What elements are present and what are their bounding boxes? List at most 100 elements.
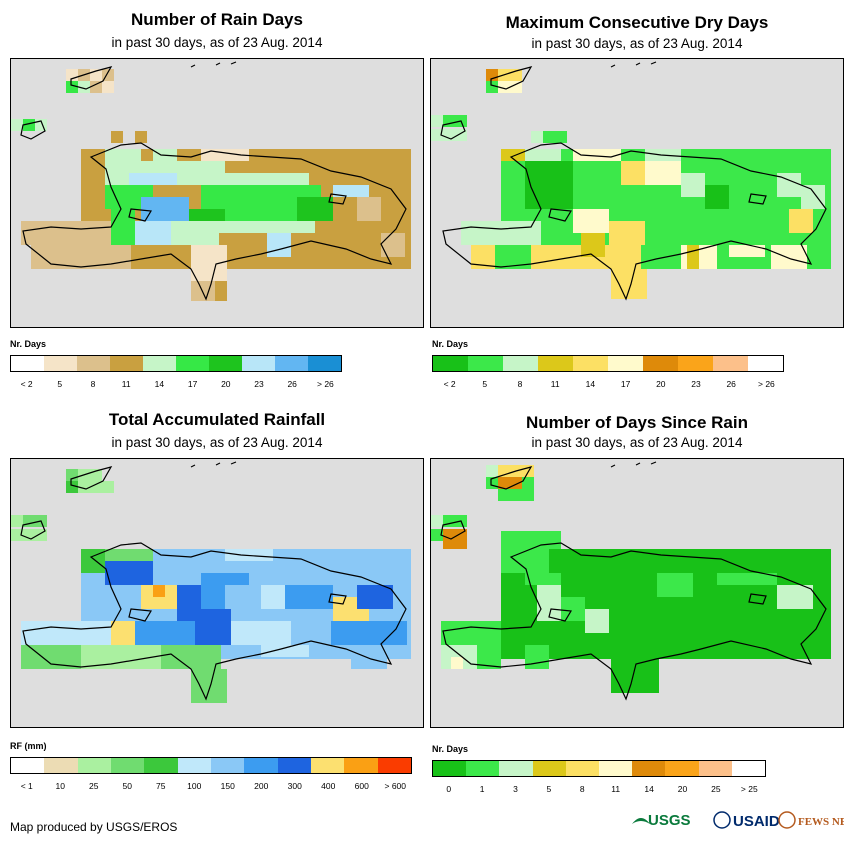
legend-swatch [209, 356, 242, 371]
legend-ticks: < 2 5 8 11 14 17 20 23 26 > 26 [432, 379, 784, 391]
legend-swatch [731, 761, 766, 776]
legend-tick-label: 23 [254, 379, 264, 389]
map-grid-rain-days [11, 61, 411, 301]
usgs-logo: USGS [632, 812, 691, 829]
panel-subtitle: in past 30 days, as of 23 Aug. 2014 [531, 435, 743, 450]
panel-title: Number of Rain Days [131, 10, 303, 29]
legend-swatch [11, 758, 45, 773]
legend-title: Nr. Days [432, 339, 469, 349]
panel-title: Number of Days Since Rain [525, 413, 748, 432]
legend-tick-label: 8 [90, 379, 96, 389]
legend-tick-label: 14 [585, 379, 596, 389]
panel-subtitle: in past 30 days, as of 23 Aug. 2014 [111, 435, 323, 450]
legend-swatch [503, 356, 538, 371]
legend-tick-label: 14 [644, 784, 654, 794]
legend-bar [432, 760, 766, 777]
legend-swatch [210, 758, 245, 773]
map-dry-days [430, 58, 844, 328]
legend-tick-label: > 25 [740, 784, 758, 794]
legend-swatch [344, 758, 378, 773]
legend-swatch [110, 758, 145, 773]
legend-bar [432, 355, 784, 372]
legend-swatch [565, 761, 600, 776]
map-grid-dry-days [431, 61, 831, 301]
legend-tick-label: 8 [579, 784, 585, 794]
legend-tick-label: 17 [620, 379, 631, 389]
legend-swatch [532, 761, 566, 776]
svg-text:FEWS NET: FEWS NET [798, 816, 844, 828]
legend-tick-label: 200 [254, 781, 269, 791]
map-rain-days [10, 58, 424, 328]
legend-tick-label: 20 [221, 379, 231, 389]
legend-swatch [713, 356, 748, 371]
agency-logos: USGS USAID FEWS NET [632, 811, 844, 830]
legend-tick-label: 10 [55, 781, 65, 791]
fews-net-logo: FEWS NET [778, 811, 844, 829]
legend-swatch [308, 356, 341, 371]
map-grid-days-since-rain [431, 461, 831, 701]
legend-swatch [433, 761, 467, 776]
legend-tick-label: 8 [517, 379, 523, 389]
legend-tick-label: < 2 [443, 379, 456, 389]
legend-tick-label: 11 [121, 379, 131, 389]
legend-tick-label: 0 [446, 784, 452, 794]
legend-tick-label: 23 [691, 379, 701, 389]
panel-title: Total Accumulated Rainfall [108, 410, 326, 429]
legend-bar [10, 757, 412, 774]
legend-swatch [678, 356, 713, 371]
legend-swatch [310, 758, 345, 773]
legend-tick-label: 11 [611, 784, 621, 794]
legend-tick-label: 50 [122, 781, 132, 791]
svg-text:USGS: USGS [648, 812, 691, 829]
legend-tick-label: > 26 [758, 379, 775, 389]
legend-tick-label: 1 [479, 784, 485, 794]
legend-title: RF (mm) [10, 741, 47, 751]
legend-tick-label: > 600 [384, 781, 407, 791]
legend-tick-label: 11 [550, 379, 560, 389]
legend-tick-label: 26 [287, 379, 297, 389]
legend-swatch [176, 356, 209, 371]
legend-tick-label: 5 [546, 784, 552, 794]
legend-swatch [643, 356, 678, 371]
legend-ticks: < 2 5 8 11 14 17 20 23 26 > 26 [10, 379, 342, 391]
legend-tick-label: 100 [187, 781, 202, 791]
legend-swatch [632, 761, 666, 776]
legend-swatch [44, 356, 77, 371]
legend-ticks: 0 1 3 5 8 11 14 20 25 > 25 [432, 784, 766, 796]
legend-swatch [599, 761, 633, 776]
legend-tick-label: 14 [154, 379, 165, 389]
legend-swatch [143, 356, 176, 371]
legend-swatch [77, 356, 110, 371]
legend-swatch [144, 758, 178, 773]
legend-tick-label: < 2 [20, 379, 33, 389]
legend-swatch [538, 356, 573, 371]
legend-title: Nr. Days [432, 744, 469, 754]
legend-tick-label: 20 [677, 784, 688, 794]
legend-ticks: < 1 10 25 50 75 100 150 200 300 400 600 > 600 [10, 781, 412, 793]
legend-tick-label: 5 [57, 379, 63, 389]
map-rainfall [10, 458, 424, 728]
legend-title: Nr. Days [10, 339, 47, 349]
legend-swatch [377, 758, 411, 773]
legend-swatch [177, 758, 211, 773]
panel-subtitle: in past 30 days, as of 23 Aug. 2014 [531, 36, 743, 51]
usaid-logo: USAID [713, 811, 780, 830]
map-grid-rainfall [11, 461, 411, 703]
legend-swatch [466, 761, 500, 776]
legend-tick-label: 26 [726, 379, 736, 389]
legend-swatch [275, 356, 308, 371]
svg-text:USAID: USAID [733, 813, 780, 830]
map-days-since-rain [430, 458, 844, 728]
legend-tick-label: 25 [711, 784, 721, 794]
legend-tick-label: 17 [187, 379, 198, 389]
legend-tick-label: 150 [220, 781, 235, 791]
legend-tick-label: 75 [156, 781, 166, 791]
legend-tick-label: 25 [89, 781, 99, 791]
legend-swatch [433, 356, 468, 371]
legend-tick-label: 20 [656, 379, 666, 389]
legend-bar [10, 355, 342, 372]
legend-tick-label: 300 [287, 781, 302, 791]
legend-swatch [77, 758, 111, 773]
panel-subtitle: in past 30 days, as of 23 Aug. 2014 [111, 35, 323, 50]
legend-swatch [11, 356, 44, 371]
